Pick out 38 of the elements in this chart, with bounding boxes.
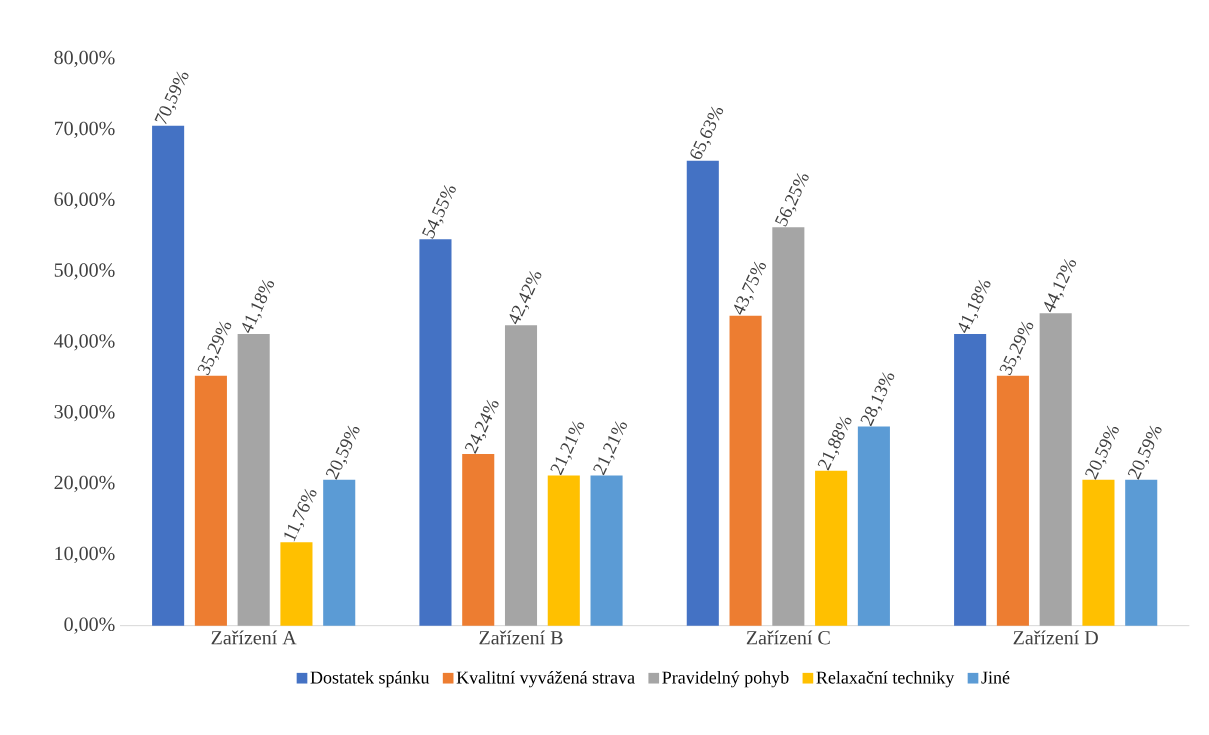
y-tick-label: 30,00% bbox=[54, 404, 115, 422]
bar bbox=[419, 239, 452, 626]
bar bbox=[237, 333, 270, 626]
y-tick-label: 70,00% bbox=[54, 121, 115, 139]
legend-label: Jiné bbox=[981, 670, 1010, 684]
bar bbox=[152, 125, 185, 626]
bar bbox=[547, 475, 580, 626]
bar bbox=[954, 333, 987, 626]
bar bbox=[1125, 479, 1158, 626]
y-tick-label: 0,00% bbox=[64, 617, 115, 634]
x-tick-label: Zařízení C bbox=[746, 630, 830, 645]
bar bbox=[857, 426, 890, 626]
bar bbox=[996, 375, 1029, 626]
bar bbox=[815, 470, 848, 626]
x-tick-label: Zařízení D bbox=[1013, 630, 1098, 645]
legend-label: Dostatek spánku bbox=[310, 670, 430, 688]
y-tick-label: 10,00% bbox=[55, 546, 115, 564]
bar bbox=[1082, 479, 1115, 626]
bar bbox=[686, 160, 719, 626]
bar bbox=[323, 479, 356, 626]
y-tick-label: 20,00% bbox=[54, 475, 115, 493]
legend-label: Kvalitní vyvážená strava bbox=[456, 670, 635, 688]
x-tick-label: Zařízení A bbox=[211, 630, 297, 645]
bar bbox=[1039, 313, 1072, 626]
bar bbox=[590, 475, 623, 626]
bar bbox=[504, 325, 538, 626]
bar bbox=[772, 227, 805, 626]
y-tick-label: 80,00% bbox=[54, 50, 115, 68]
y-tick-label: 60,00% bbox=[54, 192, 115, 209]
bar bbox=[280, 542, 313, 626]
y-tick-label: 40,00% bbox=[54, 334, 115, 351]
bar bbox=[194, 375, 227, 626]
y-tick-label: 50,00% bbox=[54, 263, 115, 280]
legend-label: Pravidelný pohyb bbox=[662, 670, 789, 688]
legend-label: Relaxační techniky bbox=[816, 670, 955, 688]
bar bbox=[729, 315, 762, 626]
bar bbox=[462, 453, 495, 626]
x-tick-label: Zařízení B bbox=[479, 630, 563, 645]
